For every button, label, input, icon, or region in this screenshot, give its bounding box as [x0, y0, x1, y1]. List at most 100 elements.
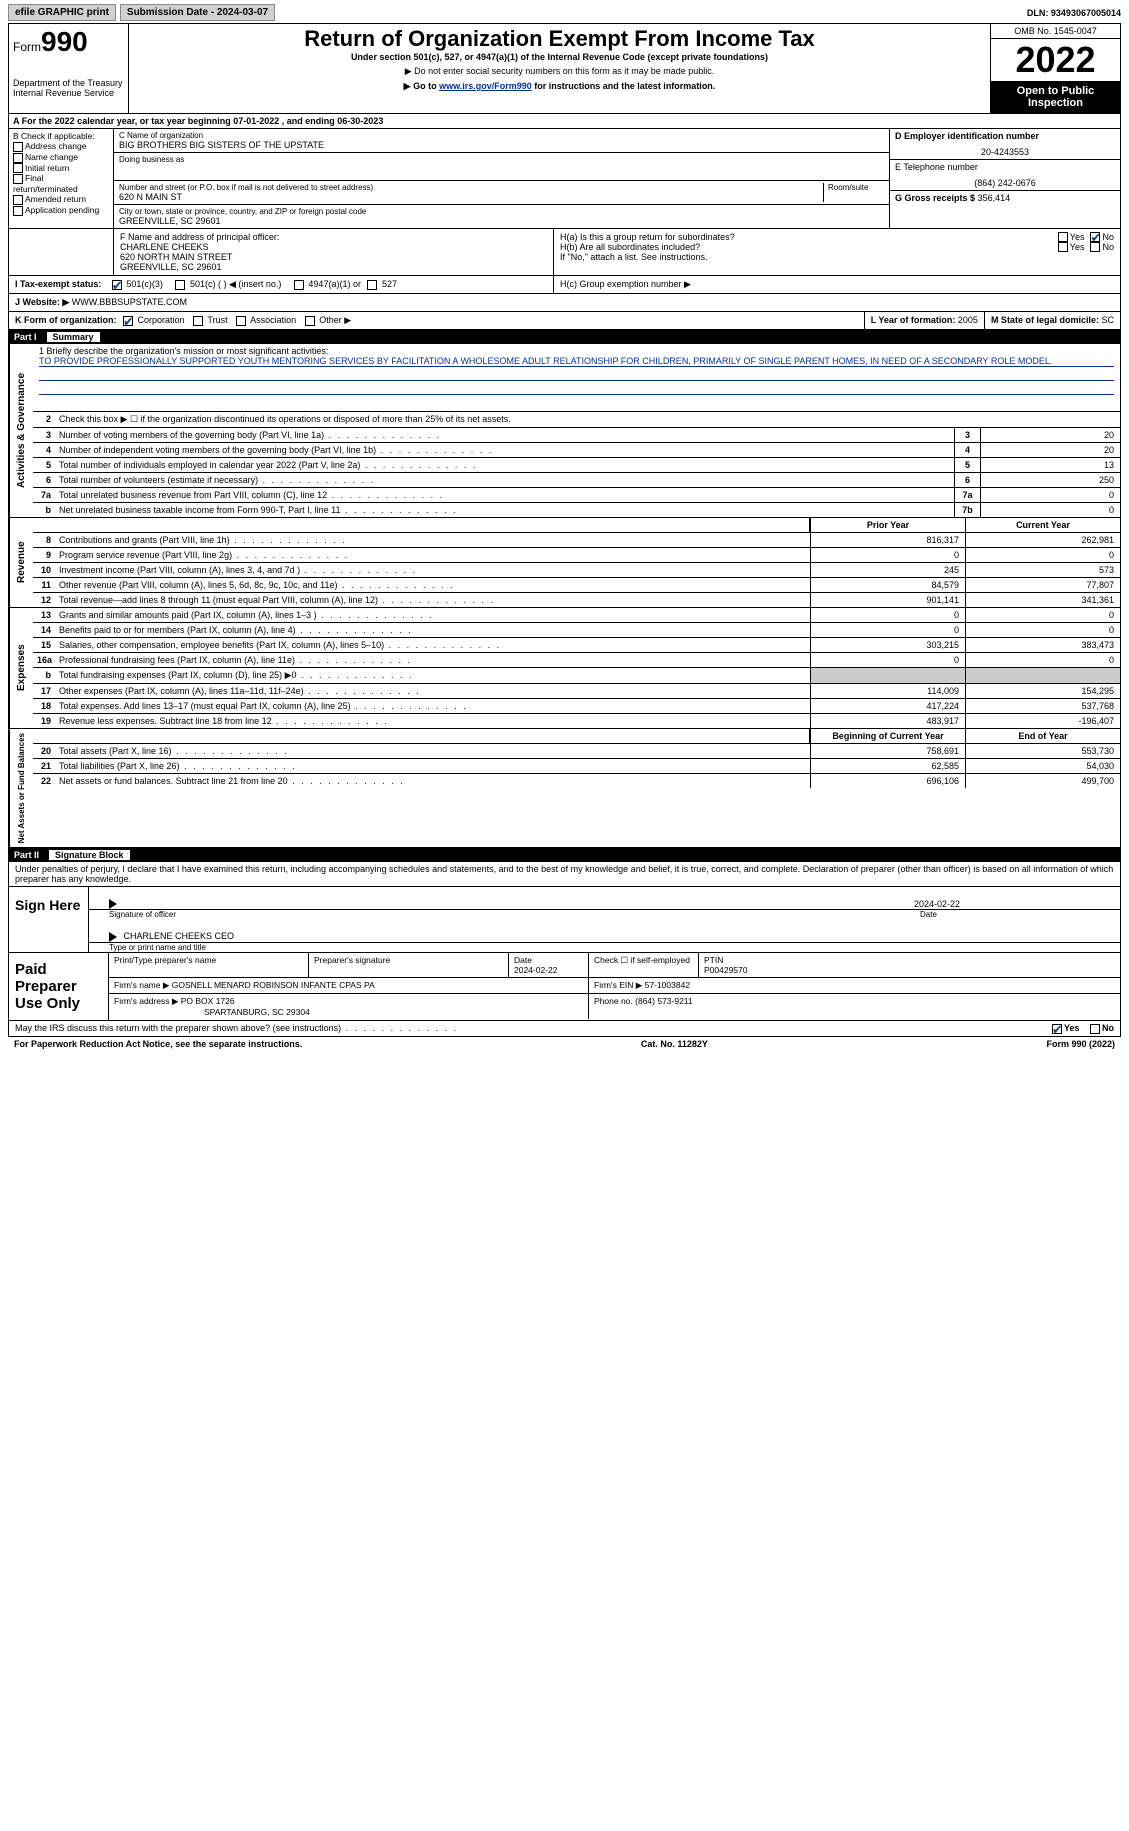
subtitle-3: ▶ Go to www.irs.gov/Form990 for instruct…: [135, 81, 984, 92]
net-assets-section: Net Assets or Fund Balances Beginning of…: [8, 729, 1121, 848]
dln-text: DLN: 93493067005014: [1027, 8, 1121, 18]
expenses-section: Expenses 13 Grants and similar amounts p…: [8, 608, 1121, 729]
opt-assoc: Association: [250, 315, 296, 325]
q7b-value: 0: [980, 503, 1120, 517]
ha-no-checkbox[interactable]: [1090, 232, 1100, 242]
line-3: 3 Number of voting members of the govern…: [33, 428, 1120, 443]
discuss-no-checkbox[interactable]: [1090, 1024, 1100, 1034]
other-checkbox[interactable]: [305, 316, 315, 326]
line-4: 4 Number of independent voting members o…: [33, 443, 1120, 458]
application-pending-checkbox[interactable]: [13, 206, 23, 216]
firm-name: GOSNELL MENARD ROBINSON INFANTE CPAS PA: [172, 980, 375, 990]
i-label: I Tax-exempt status:: [15, 279, 101, 289]
name-change-checkbox[interactable]: [13, 153, 23, 163]
q5-value: 13: [980, 458, 1120, 472]
part-1-num: Part I: [14, 332, 47, 342]
city-label: City or town, state or province, country…: [119, 207, 884, 216]
assoc-checkbox[interactable]: [236, 316, 246, 326]
begin-year-header: Beginning of Current Year: [810, 729, 965, 743]
cb-label-5: Application pending: [25, 205, 99, 215]
form-header: Form990 Department of the Treasury Inter…: [8, 23, 1121, 114]
discuss-no-label: No: [1102, 1023, 1114, 1033]
ha-yes-label: Yes: [1070, 232, 1085, 242]
header-center: Return of Organization Exempt From Incom…: [129, 24, 990, 113]
opt-501c3: 501(c)(3): [126, 279, 163, 289]
k-row: K Form of organization: Corporation Trus…: [8, 312, 1121, 330]
h-info: H(a) Is this a group return for subordin…: [554, 229, 1120, 275]
corp-checkbox[interactable]: [123, 316, 133, 326]
table-row: 16a Professional fundraising fees (Part …: [33, 653, 1120, 668]
line-2: 2 Check this box ▶ ☐ if the organization…: [33, 412, 1120, 428]
m-label: M State of legal domicile:: [991, 315, 1099, 325]
line-7b: b Net unrelated business taxable income …: [33, 503, 1120, 517]
sign-date: 2024-02-22: [914, 899, 1114, 909]
ptin-value: P00429570: [704, 965, 1115, 975]
officer-print-name: CHARLENE CHEEKS CEO: [124, 931, 235, 941]
q3-value: 20: [980, 428, 1120, 442]
4947-checkbox[interactable]: [294, 280, 304, 290]
opt-other: Other ▶: [319, 315, 351, 325]
q4-value: 20: [980, 443, 1120, 457]
hb-note: If "No," attach a list. See instructions…: [560, 252, 1114, 262]
initial-return-checkbox[interactable]: [13, 163, 23, 173]
exempt-row: I Tax-exempt status: 501(c)(3) 501(c) ( …: [8, 276, 1121, 294]
sign-here-block: Sign Here 2024-02-22 Signature of office…: [9, 886, 1120, 952]
part-2-title: Signature Block: [49, 850, 130, 860]
527-checkbox[interactable]: [367, 280, 377, 290]
part-1-header: Part I Summary: [8, 330, 1121, 344]
l-value: 2005: [958, 315, 978, 325]
form-number: 990: [41, 26, 88, 57]
hb-yes-label: Yes: [1070, 242, 1085, 252]
table-row: b Total fundraising expenses (Part IX, c…: [33, 668, 1120, 684]
top-bar: efile GRAPHIC print Submission Date - 20…: [8, 4, 1121, 21]
501c-checkbox[interactable]: [175, 280, 185, 290]
amended-return-checkbox[interactable]: [13, 195, 23, 205]
501c3-checkbox[interactable]: [112, 280, 122, 290]
hb-yes-checkbox[interactable]: [1058, 242, 1068, 252]
ha-yes-checkbox[interactable]: [1058, 232, 1068, 242]
arrow-icon-2: [109, 932, 117, 942]
revenue-section: Revenue Prior Year Current Year 8 Contri…: [8, 518, 1121, 608]
ha-no-label: No: [1102, 232, 1114, 242]
table-row: 11 Other revenue (Part VIII, column (A),…: [33, 578, 1120, 593]
irs-link[interactable]: www.irs.gov/Form990: [439, 81, 532, 91]
discuss-text: May the IRS discuss this return with the…: [15, 1023, 458, 1034]
summary-section: Activities & Governance 1 Briefly descri…: [8, 344, 1121, 518]
row-f-h: F Name and address of principal officer:…: [8, 229, 1121, 276]
tax-year: 2022: [991, 39, 1120, 81]
table-row: 12 Total revenue—add lines 8 through 11 …: [33, 593, 1120, 607]
dba-label: Doing business as: [119, 155, 884, 164]
q6-value: 250: [980, 473, 1120, 487]
row-a-tax-year: A For the 2022 calendar year, or tax yea…: [8, 114, 1121, 129]
submission-date-button[interactable]: Submission Date - 2024-03-07: [120, 4, 275, 21]
table-row: 14 Benefits paid to or for members (Part…: [33, 623, 1120, 638]
k-form-org: K Form of organization: Corporation Trus…: [9, 312, 865, 329]
mission-block: 1 Briefly describe the organization's mi…: [33, 344, 1120, 412]
sub3-post: for instructions and the latest informat…: [532, 81, 716, 91]
omb-number: OMB No. 1545-0047: [991, 24, 1120, 39]
table-row: 10 Investment income (Part VIII, column …: [33, 563, 1120, 578]
table-row: 17 Other expenses (Part IX, column (A), …: [33, 684, 1120, 699]
ein-value: 20-4243553: [895, 147, 1115, 157]
line-5: 5 Total number of individuals employed i…: [33, 458, 1120, 473]
officer-addr2: GREENVILLE, SC 29601: [120, 262, 547, 272]
q7b-text: Net unrelated business taxable income fr…: [55, 503, 954, 517]
address-change-checkbox[interactable]: [13, 142, 23, 152]
room-label: Room/suite: [828, 183, 884, 192]
principal-officer: F Name and address of principal officer:…: [114, 229, 554, 275]
hb-no-checkbox[interactable]: [1090, 242, 1100, 252]
cb-label-1: Name change: [25, 152, 78, 162]
subtitle-2: ▶ Do not enter social security numbers o…: [135, 66, 984, 77]
discuss-yes-checkbox[interactable]: [1052, 1024, 1062, 1034]
end-year-header: End of Year: [965, 729, 1120, 743]
trust-checkbox[interactable]: [193, 316, 203, 326]
form-title: Return of Organization Exempt From Incom…: [135, 26, 984, 52]
efile-button[interactable]: efile GRAPHIC print: [8, 4, 116, 21]
opt-trust: Trust: [207, 315, 227, 325]
self-emp-check: Check ☐ if self-employed: [589, 953, 699, 977]
addr-value: 620 N MAIN ST: [119, 192, 819, 202]
opt-corp: Corporation: [138, 315, 185, 325]
firm-name-label: Firm's name ▶: [114, 980, 169, 990]
final-return-checkbox[interactable]: [13, 174, 23, 184]
form-label: Form: [13, 40, 41, 54]
